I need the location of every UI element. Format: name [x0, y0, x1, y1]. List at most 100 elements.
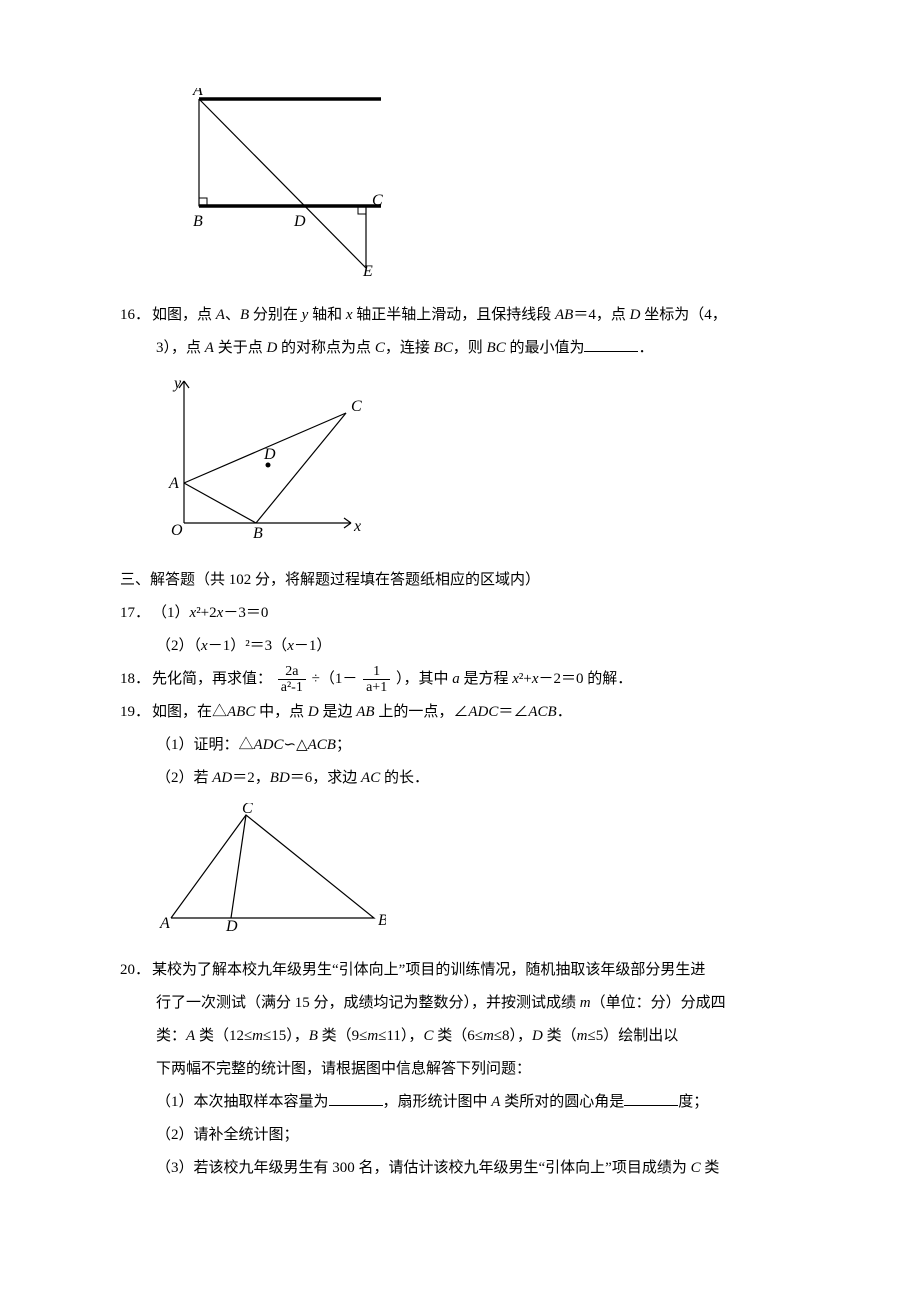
q17-number: 17．	[120, 597, 152, 630]
q16-D: D	[630, 307, 641, 323]
q18-frac1: 2aa²-1	[278, 664, 306, 696]
figure-15: A B D C E	[156, 88, 800, 291]
q16-BC: BC	[434, 340, 453, 356]
q19-t4: 上的一点，∠	[375, 704, 469, 720]
fig19-label-D: D	[225, 918, 238, 933]
figure-16: y x O A B C D	[156, 373, 800, 556]
q20-m3: m	[367, 1028, 378, 1044]
q18-x2: x	[532, 671, 539, 687]
q20-m5: m	[577, 1028, 588, 1044]
fig15-label-A: A	[192, 88, 203, 99]
q16-l2e: ，则	[453, 340, 487, 356]
q20-m4: m	[483, 1028, 494, 1044]
fig16-label-C: C	[351, 398, 362, 415]
q16-number: 16．	[120, 299, 152, 332]
q20-p1b: ，扇形统计图中	[383, 1094, 492, 1110]
q16-t7: 坐标为（4，	[640, 307, 726, 323]
q16-A2: A	[205, 340, 214, 356]
q20-l3i: ≤5）绘制出以	[587, 1028, 678, 1044]
q18-t2: ），其中	[396, 671, 452, 687]
q20-l3b: 类（12≤	[195, 1028, 252, 1044]
q20-C: C	[423, 1028, 433, 1044]
figure-19: A D B C	[156, 803, 800, 946]
q16-t5: 轴正半轴上滑动，且保持线段	[353, 307, 556, 323]
q20-number: 20．	[120, 954, 152, 987]
q17-p1a: （1）	[152, 605, 190, 621]
q16-l2a: 3），点	[156, 340, 205, 356]
fig16-label-y: y	[172, 375, 182, 392]
q20-D: D	[532, 1028, 543, 1044]
fig15-label-B: B	[193, 213, 203, 230]
fig16-label-O: O	[171, 522, 183, 539]
q17-p2e: －1）	[294, 638, 332, 654]
q19-t3: 是边	[319, 704, 357, 720]
question-17: 17． （1）x²+2x－3＝0 （2）（x－1）²＝3（x－1）	[120, 597, 800, 663]
q20-p1d: 度；	[678, 1094, 708, 1110]
q16-A: A	[216, 307, 225, 323]
q18-frac2: 1a+1	[363, 664, 390, 696]
q20-l2b: （单位：分）分成四	[591, 995, 726, 1011]
q18-t5: －2＝0 的解．	[539, 671, 633, 687]
q18-div: ÷（1－	[312, 671, 358, 687]
q16-t3: 分别在	[249, 307, 302, 323]
q20-l3f: 类（6≤	[433, 1028, 482, 1044]
q19-p2a: （2）若	[156, 770, 212, 786]
q19-t5: ＝∠	[498, 704, 528, 720]
fig16-label-B: B	[253, 525, 263, 542]
q16-text: 如图，点	[152, 307, 216, 323]
q16-l2f: 的最小值为	[506, 340, 585, 356]
fig15-label-C: C	[372, 192, 383, 209]
q19-ADC2: ADC	[254, 737, 284, 753]
fig15-label-E: E	[362, 263, 373, 278]
q20-A: A	[186, 1028, 195, 1044]
q20-m2: m	[252, 1028, 263, 1044]
q16-t4: 轴和	[308, 307, 346, 323]
question-20: 20． 某校为了解本校九年级男生“引体向上”项目的训练情况，随机抽取该年级部分男…	[120, 954, 800, 1185]
q20-l3h: 类（	[543, 1028, 577, 1044]
q17-p1c: ²+2	[196, 605, 216, 621]
q19-AB: AB	[356, 704, 374, 720]
fig16-label-x: x	[353, 518, 361, 535]
q20-p1c: 类所对的圆心角是	[500, 1094, 624, 1110]
fig15-label-D: D	[293, 213, 306, 230]
q16-C: C	[375, 340, 385, 356]
q18-t4: ²+	[519, 671, 532, 687]
q20-B2: B	[309, 1028, 318, 1044]
q16-D2: D	[266, 340, 277, 356]
q16-B: B	[240, 307, 249, 323]
q16-period: ．	[638, 340, 653, 356]
fig19-label-A: A	[159, 915, 170, 932]
q20-l3c: ≤15），	[263, 1028, 309, 1044]
question-18: 18． 先化简，再求值： 2aa²-1 ÷（1－ 1a+1 ），其中 a 是方程…	[120, 663, 800, 696]
q19-t2: 中，点	[255, 704, 308, 720]
q19-BD: BD	[270, 770, 290, 786]
q20-blank1	[329, 1090, 383, 1106]
q16-l2d: ，连接	[385, 340, 434, 356]
q17-x4: x	[287, 638, 294, 654]
q19-p2c: ＝6，求边	[290, 770, 361, 786]
q16-t2: 、	[225, 307, 240, 323]
fig16-label-A: A	[168, 475, 179, 492]
q19-ACB2: ACB	[308, 737, 336, 753]
q16-x: x	[346, 307, 353, 323]
q20-l3g: ≤8），	[494, 1028, 532, 1044]
q20-l3a: 类：	[156, 1028, 186, 1044]
q18-f2n: 1	[363, 664, 390, 680]
q20-p1a: （1）本次抽取样本容量为	[156, 1094, 329, 1110]
q18-f1d: a²-1	[278, 680, 306, 695]
q20-l3e: ≤11），	[378, 1028, 423, 1044]
q19-ABC: ABC	[227, 704, 255, 720]
q19-t1: 如图，在△	[152, 704, 227, 720]
q20-C2: C	[691, 1160, 701, 1176]
q19-p1c: ；	[336, 737, 351, 753]
q19-p1b: ∽△	[284, 737, 308, 753]
section-3-heading: 三、解答题（共 102 分，将解题过程填在答题纸相应的区域内）	[120, 564, 800, 597]
q16-BC2: BC	[487, 340, 506, 356]
q16-t6: ＝4，点	[573, 307, 629, 323]
q17-p1e: －3＝0	[223, 605, 268, 621]
fig19-label-B: B	[378, 912, 386, 929]
q17-p2a: （2）（	[156, 638, 201, 654]
q19-p2d: 的长．	[380, 770, 429, 786]
q16-l2c: 的对称点为点	[277, 340, 375, 356]
q18-a: a	[452, 671, 460, 687]
